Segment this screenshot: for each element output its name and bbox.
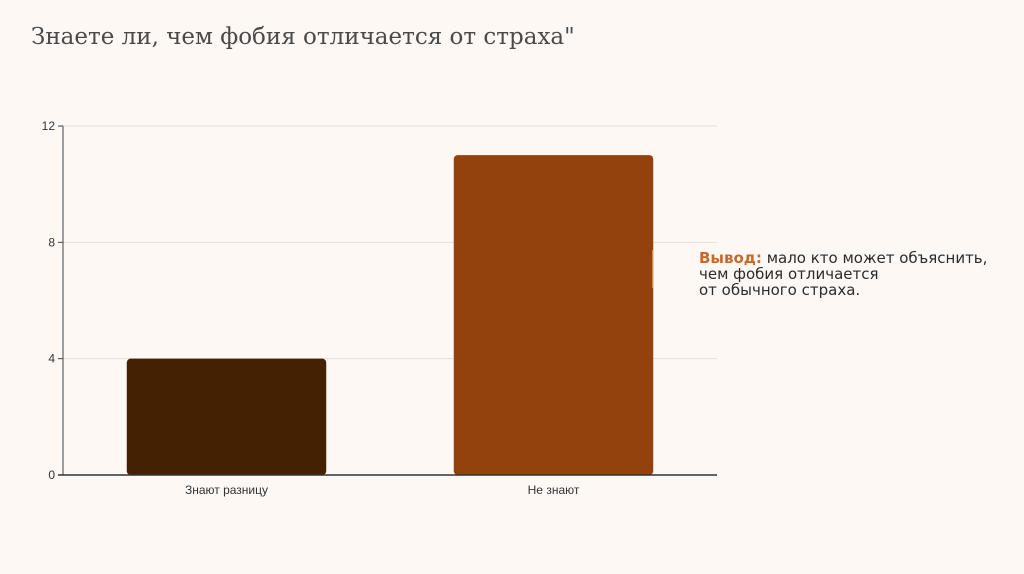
- x-tick-label-2: Не знают: [528, 483, 580, 497]
- conclusion-line-1-text: мало кто может объяснить,: [761, 249, 988, 267]
- conclusion-label: Вывод:: [699, 249, 762, 267]
- chart-axes: [58, 125, 717, 476]
- chart-bars: [126, 155, 654, 476]
- x-tick-label-1: Знают разницу: [185, 483, 268, 497]
- conclusion-line-1: Вывод: мало кто может объяснить,: [699, 250, 1024, 266]
- conclusion-text: Вывод: мало кто может объяснить, чем фоб…: [699, 250, 1024, 298]
- slide-title: Знаете ли, чем фобия отличается от страх…: [31, 24, 575, 50]
- conclusion-accent-line: [652, 250, 653, 288]
- chart-labels: 0 4 8 12 Знают разницу Не знают: [42, 119, 580, 497]
- y-tick-label-4: 4: [48, 352, 55, 366]
- bar-2: [453, 155, 654, 476]
- bar-1: [126, 358, 327, 475]
- y-tick-label-8: 8: [48, 235, 55, 249]
- conclusion-line-3: от обычного страха.: [699, 281, 861, 299]
- conclusion-line-2: чем фобия отличается: [699, 265, 879, 283]
- y-tick-label-0: 0: [48, 468, 55, 482]
- y-tick-label-12: 12: [42, 119, 56, 133]
